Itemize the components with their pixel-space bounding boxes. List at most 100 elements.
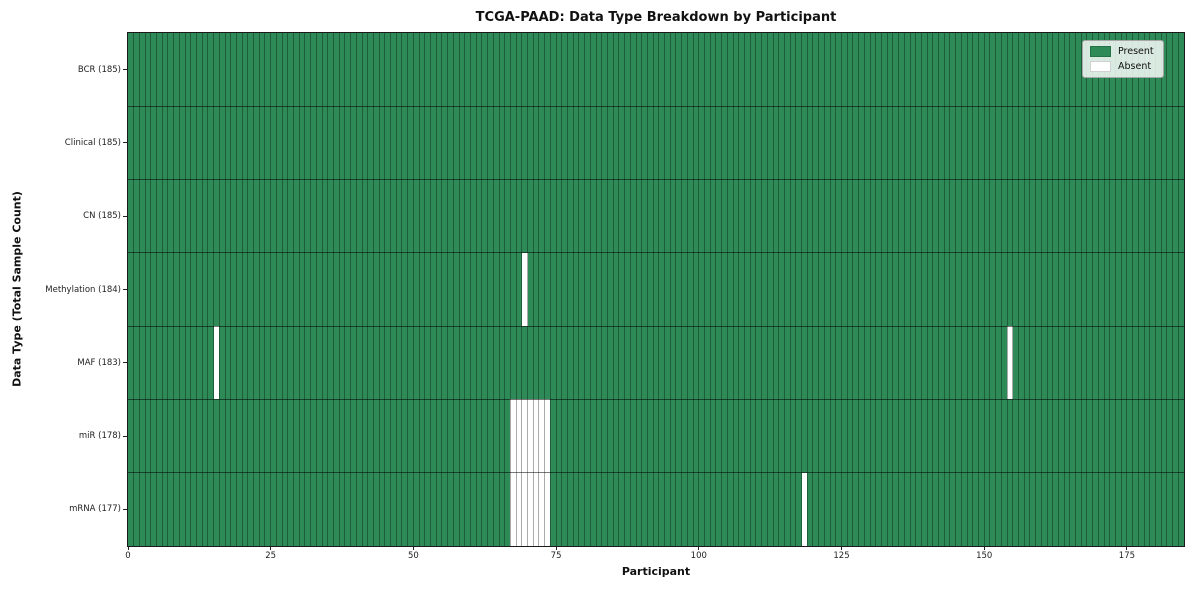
vertical-gridline — [989, 33, 991, 546]
vertical-gridline — [1154, 33, 1156, 546]
vertical-gridline — [618, 33, 620, 546]
vertical-gridline — [692, 33, 694, 546]
vertical-gridline — [852, 33, 854, 546]
chart-title: TCGA-PAAD: Data Type Breakdown by Partic… — [475, 10, 837, 25]
vertical-gridline — [390, 33, 392, 546]
vertical-gridline — [207, 33, 209, 546]
y-tick-label-cn: CN (185) — [83, 211, 121, 222]
vertical-gridline — [532, 33, 534, 546]
vertical-gridline — [156, 33, 158, 546]
vertical-gridline — [721, 33, 723, 546]
vertical-gridline — [430, 33, 432, 546]
vertical-gridline — [1040, 33, 1042, 546]
x-tick-label-25: 25 — [265, 551, 277, 561]
horizontal-gridline — [128, 398, 1184, 400]
vertical-gridline — [1086, 33, 1088, 546]
vertical-gridline — [686, 33, 688, 546]
vertical-gridline — [201, 33, 203, 546]
vertical-gridline — [624, 33, 626, 546]
vertical-gridline — [521, 33, 523, 546]
vertical-gridline — [150, 33, 152, 546]
vertical-gridline — [293, 33, 295, 546]
vertical-gridline — [253, 33, 255, 546]
vertical-gridline — [612, 33, 614, 546]
plot-area — [127, 32, 1185, 547]
x-tick-mark — [983, 546, 985, 550]
absent-bar-mrna-68 — [516, 472, 522, 546]
vertical-gridline — [184, 33, 186, 546]
y-tick-label-maf: MAF (183) — [77, 357, 121, 368]
vertical-gridline — [435, 33, 437, 546]
vertical-gridline — [675, 33, 677, 546]
x-tick-mark — [698, 546, 700, 550]
vertical-gridline — [355, 33, 357, 546]
vertical-gridline — [869, 33, 871, 546]
vertical-gridline — [789, 33, 791, 546]
vertical-gridline — [412, 33, 414, 546]
vertical-gridline — [401, 33, 403, 546]
vertical-gridline — [658, 33, 660, 546]
vertical-gridline — [949, 33, 951, 546]
vertical-gridline — [441, 33, 443, 546]
vertical-gridline — [424, 33, 426, 546]
vertical-gridline — [1109, 33, 1111, 546]
vertical-gridline — [778, 33, 780, 546]
legend-label: Absent — [1118, 61, 1152, 72]
vertical-gridline — [801, 33, 803, 546]
vertical-gridline — [487, 33, 489, 546]
vertical-gridline — [966, 33, 968, 546]
vertical-gridline — [395, 33, 397, 546]
vertical-gridline — [709, 33, 711, 546]
vertical-gridline — [829, 33, 831, 546]
vertical-gridline — [338, 33, 340, 546]
data-row-bcr — [128, 33, 1184, 107]
data-row-cn — [128, 179, 1184, 253]
legend-label: Present — [1118, 46, 1154, 57]
vertical-gridline — [743, 33, 745, 546]
vertical-gridline — [344, 33, 346, 546]
vertical-gridline — [1052, 33, 1054, 546]
vertical-gridline — [538, 33, 540, 546]
vertical-gridline — [715, 33, 717, 546]
absent-bar-mir-69 — [521, 399, 528, 473]
vertical-gridline — [641, 33, 643, 546]
vertical-gridline — [1115, 33, 1116, 546]
vertical-gridline — [498, 33, 500, 546]
vertical-gridline — [755, 33, 757, 546]
x-tick-label-50: 50 — [407, 551, 419, 561]
y-tick-label-clinical: Clinical (185) — [64, 137, 121, 148]
vertical-gridline — [492, 33, 494, 546]
y-tick-mark — [123, 69, 127, 71]
x-tick-label-0: 0 — [125, 551, 131, 561]
vertical-gridline — [932, 33, 934, 546]
vertical-gridline — [458, 33, 460, 546]
vertical-gridline — [224, 33, 226, 546]
vertical-gridline — [527, 33, 529, 546]
vertical-gridline — [983, 33, 985, 546]
vertical-gridline — [509, 33, 511, 546]
vertical-gridline — [629, 33, 631, 546]
horizontal-gridline — [128, 179, 1184, 181]
vertical-gridline — [1160, 33, 1162, 546]
vertical-gridline — [886, 33, 888, 546]
vertical-gridline — [178, 33, 180, 546]
absent-bar-mrna-118 — [801, 472, 808, 546]
vertical-gridline — [863, 33, 865, 546]
vertical-gridline — [995, 33, 997, 546]
y-tick-mark — [123, 215, 127, 217]
vertical-gridline — [504, 33, 506, 546]
vertical-gridline — [447, 33, 449, 546]
legend: Present Absent — [1082, 40, 1164, 78]
vertical-gridline — [892, 33, 894, 546]
absent-bar-mrna-70 — [527, 472, 534, 546]
vertical-gridline — [1097, 33, 1099, 546]
vertical-gridline — [858, 33, 860, 546]
vertical-gridline — [1075, 33, 1077, 546]
x-tick-mark — [841, 546, 842, 550]
vertical-gridline — [578, 33, 580, 546]
vertical-gridline — [469, 33, 471, 546]
y-tick-label-methylation: Methylation (184) — [45, 284, 121, 295]
y-tick-mark — [123, 435, 127, 437]
vertical-gridline — [544, 33, 546, 546]
x-tick-mark — [270, 546, 272, 550]
